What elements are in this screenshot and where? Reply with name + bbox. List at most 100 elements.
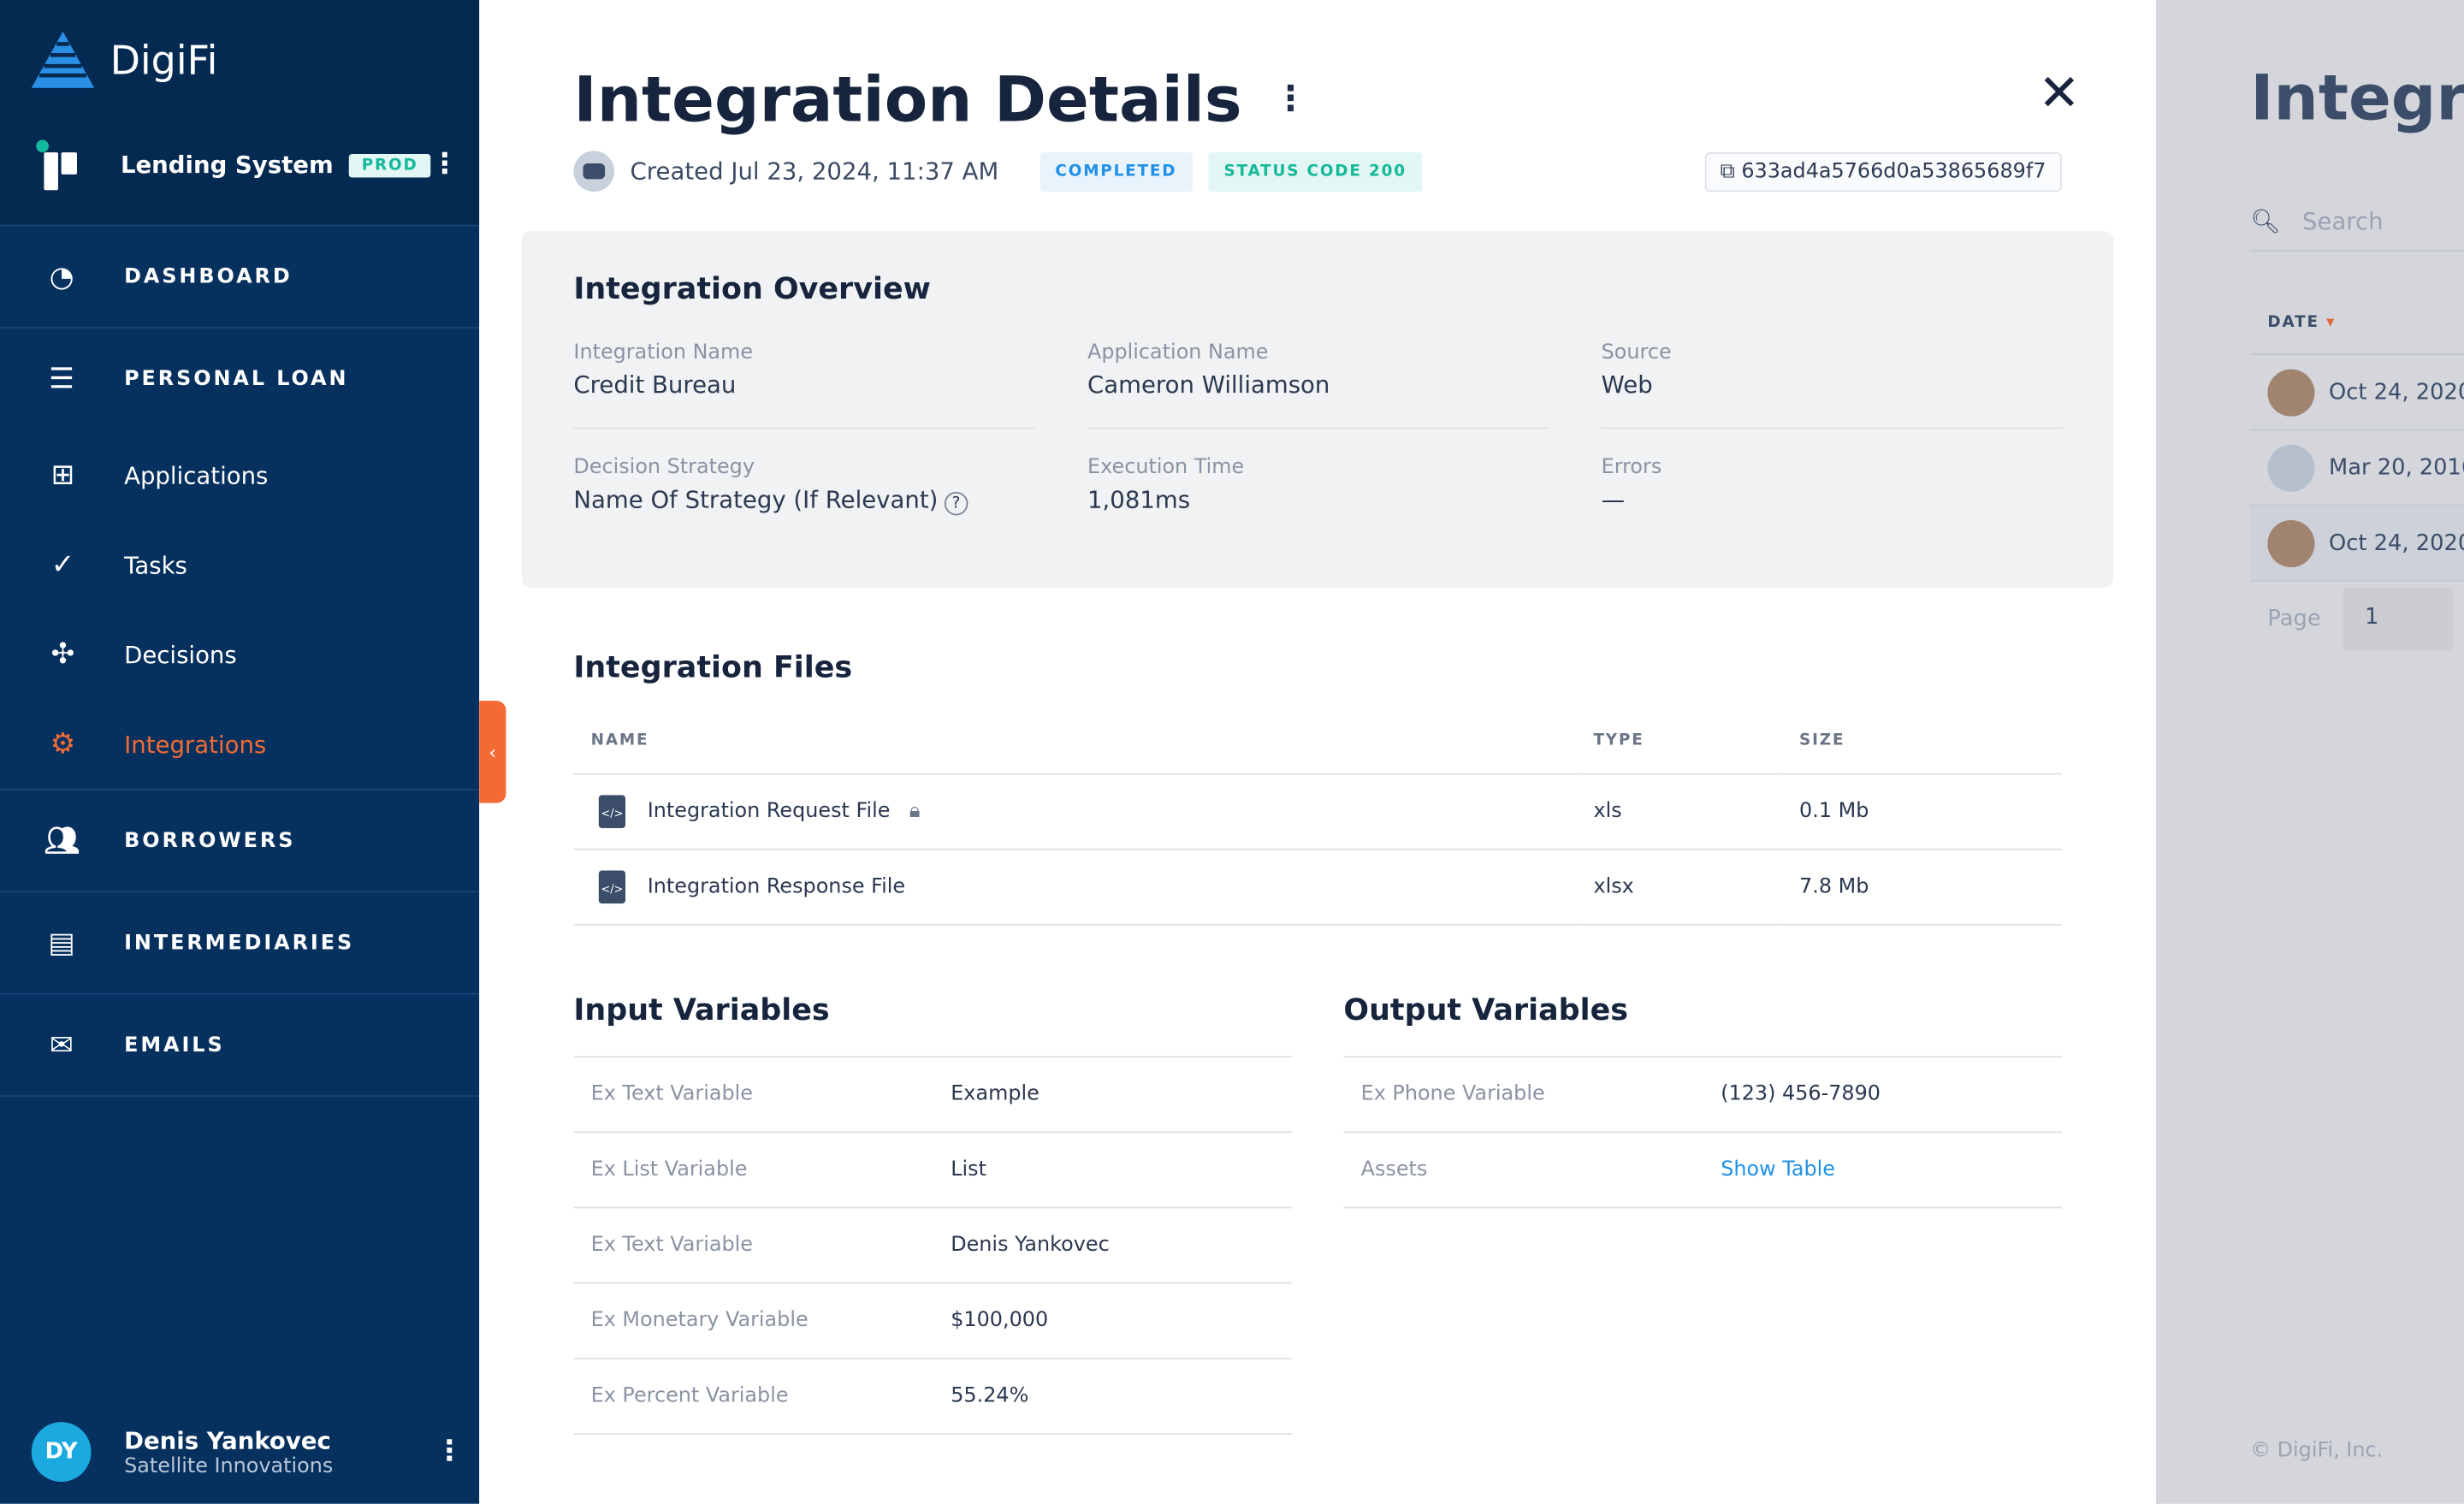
brand-name: DigiFi [110, 37, 218, 83]
variable-value: $100,000 [933, 1282, 1292, 1359]
variable-value: Denis Yankovec [933, 1207, 1292, 1284]
background-page: Integrations 🔍︎ Search DATE ▾ Oct 24, 202… [2155, 0, 2464, 1504]
user-menu-icon[interactable]: ⋮ [435, 1434, 464, 1468]
column-header: NAME [573, 710, 1577, 774]
nav-label: INTERMEDIARIES [124, 931, 355, 955]
field-value: Credit Bureau [573, 370, 737, 400]
table-row[interactable]: Oct 24, 2020 [2250, 355, 2464, 431]
avatar [2267, 368, 2315, 416]
file-type: xls [1576, 773, 1782, 850]
input-variables: Input Variables Ex Text Variable Example … [573, 992, 1292, 1435]
copy-id-button[interactable]: ⧉ 633ad4a5766d0a53865689f7 [1704, 151, 2062, 192]
nav-label: BORROWERS [124, 828, 296, 853]
variable-row: Assets Show Table [1343, 1132, 2062, 1209]
row-date: Mar 20, 2016 [2329, 454, 2464, 481]
variable-row: Ex Text Variable Example [573, 1057, 1292, 1134]
nav-personal-loan[interactable]: ☰ PERSONAL LOAN [0, 329, 479, 430]
table-row[interactable]: Mar 20, 2016 [2250, 430, 2464, 506]
collapse-drawer-button[interactable]: ‹ [479, 701, 506, 803]
search-placeholder: Search [2301, 206, 2384, 235]
nav-applications[interactable]: ⊞ Applications [0, 430, 479, 520]
row-date: Oct 24, 2020 [2329, 530, 2464, 556]
integration-id: 633ad4a5766d0a53865689f7 [1741, 159, 2046, 183]
search-input[interactable]: 🔍︎ Search [2250, 192, 2464, 252]
column-header: TYPE [1576, 710, 1782, 774]
field-value: Name Of Strategy (If Relevant) [573, 485, 939, 514]
variable-value: 55.24% [933, 1358, 1292, 1435]
variable-name: Ex Monetary Variable [573, 1282, 934, 1359]
variable-row: Ex Percent Variable 55.24% [573, 1358, 1292, 1435]
show-table-link[interactable]: Show Table [1721, 1158, 1835, 1182]
column-header: SIZE [1781, 710, 2062, 774]
page-title: Integration Details [573, 64, 1242, 137]
file-name[interactable]: Integration Request File [647, 798, 891, 823]
more-options-icon[interactable]: ⋮ [1273, 80, 1308, 120]
variable-name: Ex Text Variable [573, 1057, 934, 1134]
background-title: Integrations [2250, 62, 2464, 135]
nav-label: EMAILS [124, 1033, 225, 1057]
section-title: Input Variables [573, 992, 830, 1028]
integration-files: Integration Files NAME TYPE SIZE </> Integr… [573, 650, 2062, 925]
variable-row: Ex Text Variable Denis Yankovec [573, 1207, 1292, 1284]
nav-integrations[interactable]: ⚙ Integrations [0, 699, 479, 789]
help-icon[interactable]: ? [944, 491, 968, 516]
integration-overview: Integration Overview Integration Name Cre… [521, 230, 2114, 588]
footer: © DigiFi, Inc. [2250, 1439, 2384, 1463]
user-name: Denis Yankovec [124, 1425, 331, 1454]
field-label: Errors [1601, 455, 1662, 480]
field-label: Decision Strategy [573, 455, 755, 480]
status-code-badge: STATUS CODE 200 [1208, 151, 1423, 192]
status-badge: COMPLETED [1040, 151, 1193, 192]
grid-icon: ⊞ [50, 459, 75, 492]
system-menu-icon[interactable]: ⋮ [430, 147, 459, 181]
code-file-icon: </> [598, 869, 626, 903]
file-type: xlsx [1576, 848, 1782, 925]
variable-name: Ex Phone Variable [1343, 1057, 1704, 1134]
sidebar: DigiFi Lending System PROD ⋮ ◔ DASHBOARD ☰ P… [0, 0, 480, 1504]
table-row[interactable]: </> Integration Request File 🔒︎ xls 0.1 Mb [573, 773, 2062, 850]
close-icon[interactable]: ✕ [2038, 62, 2081, 123]
row-date: Oct 24, 2020 [2329, 379, 2464, 405]
nav-label: Tasks [124, 550, 187, 579]
system-icon [36, 139, 77, 191]
file-size: 0.1 Mb [1781, 773, 2062, 850]
nav-intermediaries[interactable]: ▤ INTERMEDIARIES [0, 892, 480, 995]
date-column-header[interactable]: DATE ▾ [2250, 293, 2464, 356]
user-profile[interactable]: DY Denis Yankovec Satellite Innovations ⋮ [31, 1422, 464, 1483]
file-name[interactable]: Integration Response File [647, 874, 906, 898]
system-name: Lending System [120, 151, 334, 180]
field-value: 1,081ms [1087, 485, 1191, 514]
variable-name: Ex Percent Variable [573, 1358, 934, 1435]
nav-dashboard[interactable]: ◔ DASHBOARD [0, 226, 480, 329]
nav-borrowers[interactable]: 👥︎ BORROWERS [0, 790, 480, 893]
sidebar-header [0, 0, 480, 227]
nav-tasks[interactable]: ✓ Tasks [0, 520, 479, 610]
system-switcher[interactable]: Lending System PROD ⋮ [34, 139, 459, 192]
table-row[interactable]: </> Integration Response File xlsx 7.8 Mb [573, 848, 2062, 925]
nav-emails[interactable]: ✉ EMAILS [0, 995, 480, 1098]
sort-icon: ▾ [2326, 314, 2337, 332]
bot-avatar-icon [573, 151, 615, 192]
field-label: Source [1601, 340, 1672, 365]
output-variables: Output Variables Ex Phone Variable (123) … [1343, 993, 2062, 1209]
section-title: Integration Files [573, 650, 853, 685]
copy-icon: ⧉ [1720, 159, 1735, 183]
avatar: DY [31, 1422, 92, 1483]
variable-row: Ex Monetary Variable $100,000 [573, 1282, 1292, 1359]
nav-label: PERSONAL LOAN [124, 367, 349, 392]
check-circle-icon: ✓ [50, 548, 75, 582]
nav-decisions[interactable]: ✣ Decisions [0, 610, 479, 700]
page-input[interactable]: 1 [2343, 587, 2453, 651]
variable-value: Example [933, 1057, 1292, 1134]
nav-label: Applications [124, 461, 269, 490]
nav-label: Integrations [124, 730, 267, 759]
table-row[interactable]: Oct 24, 2020 [2250, 506, 2464, 582]
mail-icon: ✉ [50, 1028, 76, 1062]
briefcase-icon: ▤ [48, 926, 78, 960]
logo[interactable]: DigiFi [31, 31, 218, 88]
variable-row: Ex List Variable List [573, 1132, 1292, 1209]
variable-value: (123) 456-7890 [1703, 1057, 2062, 1134]
menu-icon: ☰ [49, 363, 77, 396]
field-label: Application Name [1087, 340, 1269, 365]
chevron-left-icon: ‹ [489, 741, 497, 763]
